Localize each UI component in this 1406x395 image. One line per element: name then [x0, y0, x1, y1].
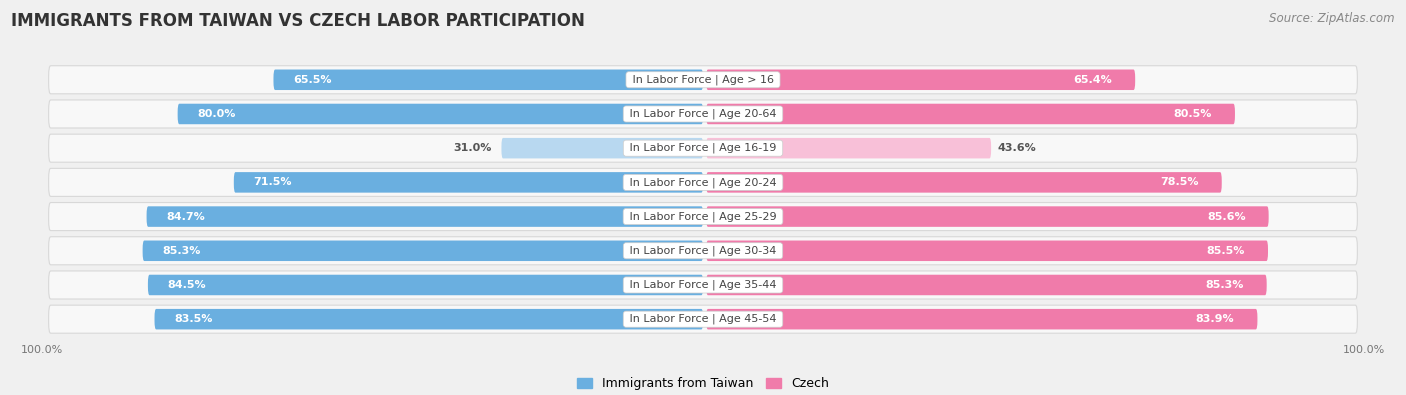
FancyBboxPatch shape [177, 104, 703, 124]
Text: 85.3%: 85.3% [163, 246, 201, 256]
Text: In Labor Force | Age 20-64: In Labor Force | Age 20-64 [626, 109, 780, 119]
Legend: Immigrants from Taiwan, Czech: Immigrants from Taiwan, Czech [572, 372, 834, 395]
FancyBboxPatch shape [706, 172, 1222, 193]
Text: 83.5%: 83.5% [174, 314, 212, 324]
Text: IMMIGRANTS FROM TAIWAN VS CZECH LABOR PARTICIPATION: IMMIGRANTS FROM TAIWAN VS CZECH LABOR PA… [11, 12, 585, 30]
Text: In Labor Force | Age 35-44: In Labor Force | Age 35-44 [626, 280, 780, 290]
Text: Source: ZipAtlas.com: Source: ZipAtlas.com [1270, 12, 1395, 25]
Text: 84.5%: 84.5% [167, 280, 207, 290]
Text: 78.5%: 78.5% [1160, 177, 1198, 187]
FancyBboxPatch shape [273, 70, 703, 90]
FancyBboxPatch shape [502, 138, 703, 158]
Text: In Labor Force | Age > 16: In Labor Force | Age > 16 [628, 75, 778, 85]
FancyBboxPatch shape [49, 134, 1357, 162]
Text: 43.6%: 43.6% [998, 143, 1036, 153]
Text: 65.5%: 65.5% [294, 75, 332, 85]
Text: 31.0%: 31.0% [453, 143, 492, 153]
FancyBboxPatch shape [706, 206, 1268, 227]
FancyBboxPatch shape [706, 138, 991, 158]
FancyBboxPatch shape [706, 309, 1257, 329]
Text: 85.3%: 85.3% [1205, 280, 1243, 290]
Text: 80.5%: 80.5% [1174, 109, 1212, 119]
Text: 65.4%: 65.4% [1073, 75, 1112, 85]
FancyBboxPatch shape [233, 172, 703, 193]
FancyBboxPatch shape [706, 104, 1234, 124]
Text: In Labor Force | Age 20-24: In Labor Force | Age 20-24 [626, 177, 780, 188]
FancyBboxPatch shape [155, 309, 703, 329]
Text: 83.9%: 83.9% [1195, 314, 1234, 324]
FancyBboxPatch shape [49, 168, 1357, 196]
Text: In Labor Force | Age 25-29: In Labor Force | Age 25-29 [626, 211, 780, 222]
FancyBboxPatch shape [49, 271, 1357, 299]
FancyBboxPatch shape [148, 275, 703, 295]
FancyBboxPatch shape [706, 275, 1267, 295]
FancyBboxPatch shape [706, 70, 1135, 90]
FancyBboxPatch shape [142, 241, 703, 261]
FancyBboxPatch shape [146, 206, 703, 227]
Text: 71.5%: 71.5% [253, 177, 292, 187]
Text: In Labor Force | Age 16-19: In Labor Force | Age 16-19 [626, 143, 780, 153]
FancyBboxPatch shape [49, 203, 1357, 231]
FancyBboxPatch shape [49, 66, 1357, 94]
Text: 85.5%: 85.5% [1206, 246, 1244, 256]
Text: In Labor Force | Age 30-34: In Labor Force | Age 30-34 [626, 246, 780, 256]
FancyBboxPatch shape [49, 305, 1357, 333]
FancyBboxPatch shape [49, 237, 1357, 265]
FancyBboxPatch shape [706, 241, 1268, 261]
Text: In Labor Force | Age 45-54: In Labor Force | Age 45-54 [626, 314, 780, 324]
Text: 80.0%: 80.0% [197, 109, 236, 119]
FancyBboxPatch shape [49, 100, 1357, 128]
Text: 84.7%: 84.7% [166, 212, 205, 222]
Text: 85.6%: 85.6% [1206, 212, 1246, 222]
